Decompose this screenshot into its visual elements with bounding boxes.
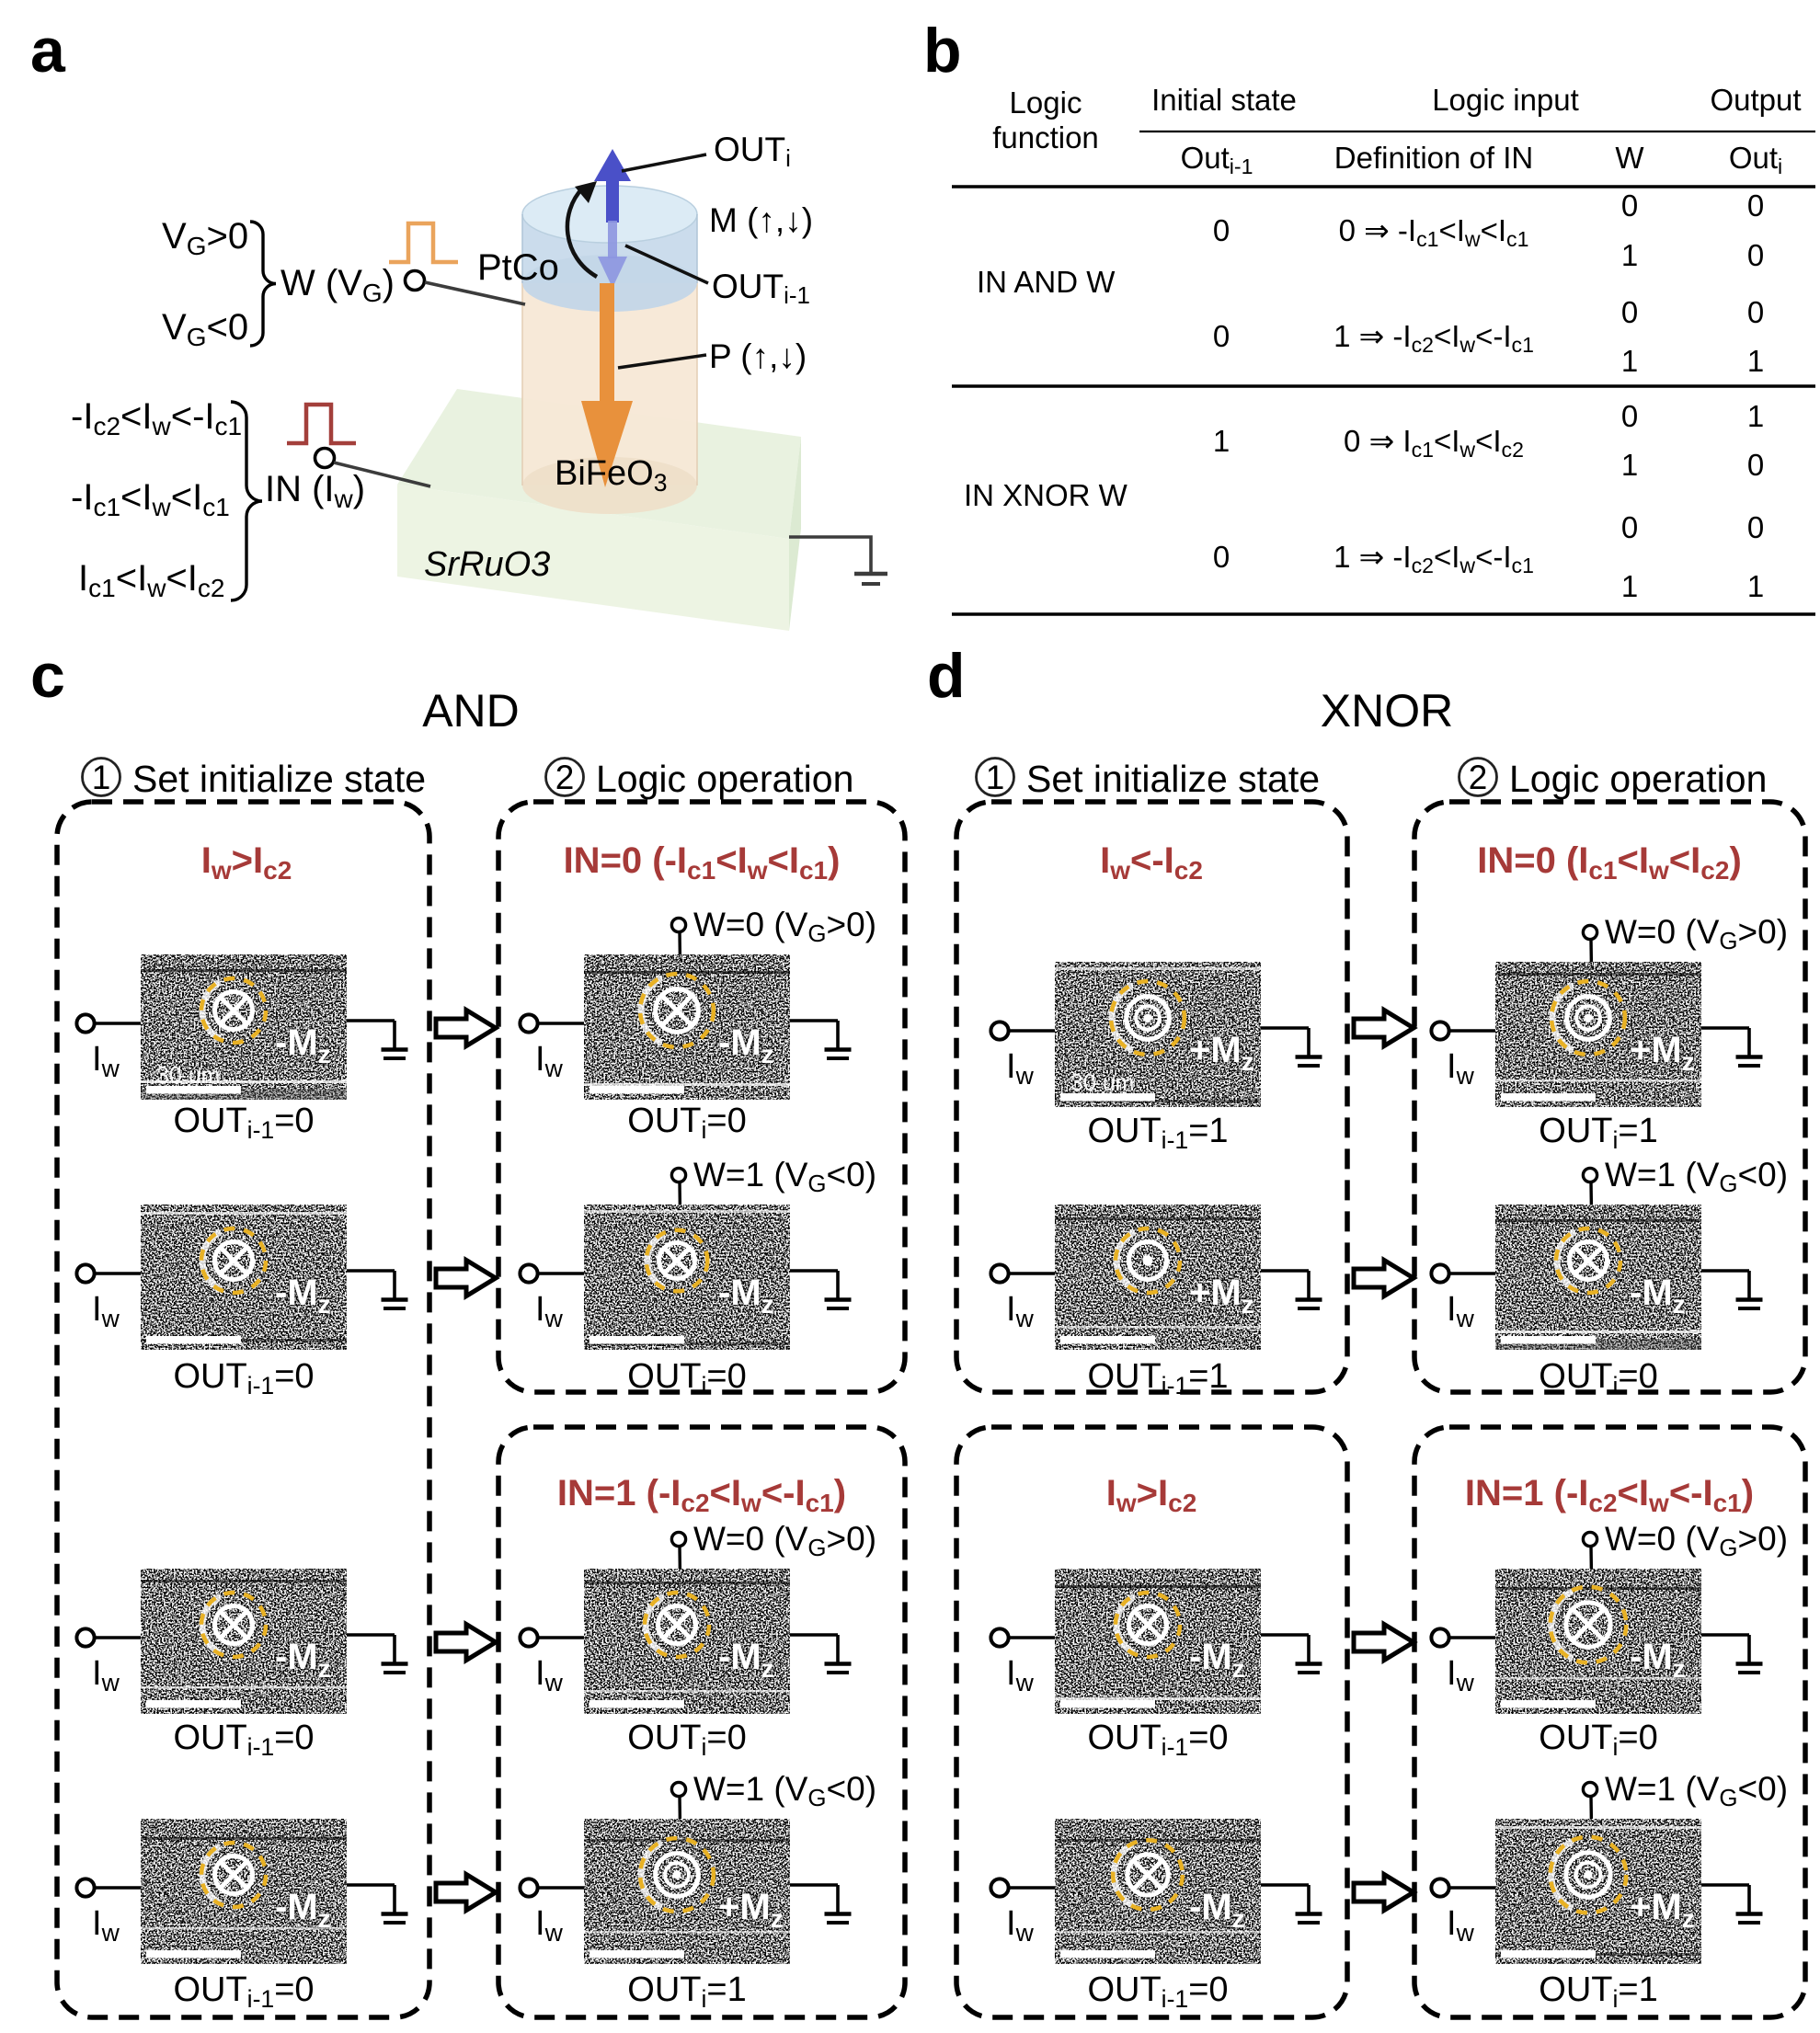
svg-text:+Mz: +Mz (1189, 1030, 1254, 1076)
svg-text:+Mz: +Mz (718, 1887, 784, 1933)
svg-text:30 um: 30 um (156, 1063, 220, 1089)
svg-text:-Mz: -Mz (1630, 1637, 1686, 1683)
svg-text:-Mz: -Mz (275, 1637, 331, 1683)
svg-text:-Mz: -Mz (1189, 1637, 1245, 1683)
svg-text:30 um: 30 um (1070, 1070, 1134, 1096)
svg-text:-Mz: -Mz (275, 1022, 331, 1068)
